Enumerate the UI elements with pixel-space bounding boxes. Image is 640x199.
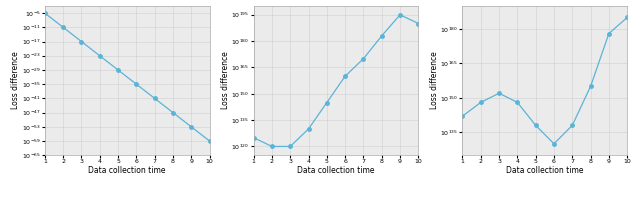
Y-axis label: Loss difference: Loss difference	[12, 52, 20, 109]
Y-axis label: Loss difference: Loss difference	[221, 52, 230, 109]
X-axis label: Data collection time: Data collection time	[297, 166, 375, 175]
Y-axis label: Loss difference: Loss difference	[430, 52, 439, 109]
X-axis label: Data collection time: Data collection time	[88, 166, 166, 175]
X-axis label: Data collection time: Data collection time	[506, 166, 584, 175]
